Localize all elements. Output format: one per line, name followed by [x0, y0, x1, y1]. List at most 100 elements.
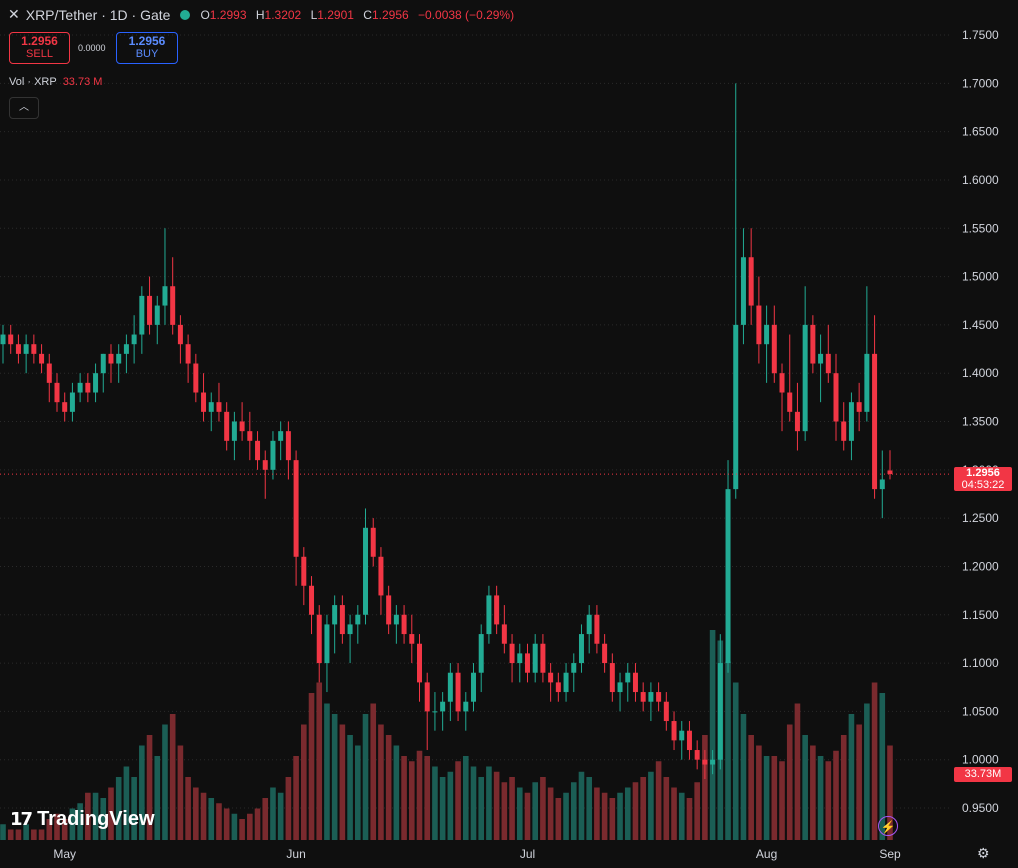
volume-bar [439, 777, 446, 840]
close-icon[interactable]: ✕ [8, 6, 20, 22]
candle-body [856, 402, 862, 412]
candle-body [231, 421, 237, 441]
candle-body [224, 411, 230, 441]
volume-bar [31, 829, 37, 840]
candle-body [517, 653, 523, 664]
volume-bar [840, 735, 847, 840]
volume-bar [879, 693, 886, 840]
last-price-label: 1.2956 04:53:22 [954, 467, 1012, 492]
volume-bar [825, 761, 832, 840]
price-tick-label: 1.2500 [962, 511, 999, 525]
candle-body [787, 392, 793, 412]
candle-body [679, 730, 685, 741]
time-axis[interactable]: May Jun Jul Aug Sep [53, 847, 901, 861]
volume-bar [162, 724, 168, 840]
volume-bar [671, 787, 677, 840]
candle-body [54, 382, 60, 403]
candle-body [447, 672, 453, 702]
volume-bar [516, 787, 523, 840]
volume-bar [154, 756, 161, 840]
volume-bar [540, 777, 546, 840]
candle-body [247, 431, 253, 441]
volume-bar [216, 803, 222, 840]
volume-bar [139, 745, 145, 840]
candle-body [671, 721, 677, 741]
candle-body [85, 382, 91, 393]
time-tick-label: Jun [286, 847, 305, 861]
volume-bar [77, 803, 83, 840]
candle-body [23, 344, 29, 354]
tradingview-logo[interactable]: 𝟭𝟳 TradingView [10, 808, 155, 830]
candle-body [31, 344, 37, 354]
volume-bar [401, 756, 407, 840]
market-status-icon [180, 9, 191, 20]
candle-body [625, 672, 631, 683]
volume-bar [393, 745, 400, 840]
volume-bar [131, 777, 137, 840]
volume-bar [285, 777, 292, 840]
candle-body [39, 353, 45, 364]
collapse-legend-button[interactable]: ︿ [9, 97, 39, 119]
candles [0, 83, 893, 780]
volume-bar [270, 787, 276, 840]
price-axis[interactable]: 1.7500 1.7000 1.6500 1.6000 1.5500 1.5000 1.45… [962, 28, 999, 815]
volume-bar [447, 771, 454, 840]
candle-body [872, 353, 878, 490]
candle-body [733, 324, 739, 490]
candle-body [185, 344, 191, 364]
candle-body [309, 585, 315, 615]
candle-body [509, 643, 515, 664]
candle-body [548, 672, 554, 683]
chart-header: ✕ XRP/Tether · 1D · Gate O1.2993 H1.3202… [8, 6, 520, 23]
volume-bar [756, 745, 762, 840]
settings-gear-icon[interactable]: ⚙ [977, 845, 990, 861]
volume-bar [293, 756, 299, 840]
candle-body [532, 643, 538, 673]
volume-bar [678, 792, 685, 840]
volume-bar [23, 824, 29, 840]
volume-bar [578, 771, 585, 840]
candle-body [278, 431, 284, 441]
volume-bar [740, 714, 747, 840]
volume-bar [594, 787, 600, 840]
price-tick-label: 1.1500 [962, 608, 999, 622]
volume-bar [277, 792, 284, 840]
candle-body [8, 334, 14, 345]
candle-body [77, 382, 83, 393]
candle-body [887, 470, 893, 475]
candle-body [401, 614, 407, 635]
candle-body [463, 701, 469, 712]
volume-bar [470, 766, 477, 840]
volume-bar [223, 808, 230, 840]
volume-bar [817, 756, 824, 840]
volume-bar [231, 813, 238, 840]
candle-body [686, 730, 692, 751]
volume-bar [208, 798, 215, 840]
volume-bar [247, 813, 253, 840]
candle-body [571, 663, 577, 673]
volume-bar [555, 798, 562, 840]
lightning-icon[interactable]: ⚡ [878, 816, 898, 836]
candle-body [108, 353, 114, 364]
volume-bar [702, 735, 708, 840]
candle-body [62, 402, 68, 412]
volume-bar [501, 782, 508, 840]
volume-bar [771, 756, 778, 840]
buy-button[interactable]: 1.2956 BUY [116, 32, 178, 64]
volume-bar [663, 777, 670, 840]
price-tick-label: 1.7500 [962, 28, 999, 42]
volume-bar [686, 798, 693, 840]
volume-bar [732, 682, 739, 840]
candle-body [301, 556, 307, 586]
symbol-title[interactable]: XRP/Tether · 1D · Gate [25, 6, 171, 23]
volume-bar [61, 819, 68, 840]
candle-body [154, 305, 160, 325]
candle-body [93, 373, 99, 393]
sell-button[interactable]: 1.2956 SELL [9, 32, 70, 64]
volume-bar [462, 756, 469, 840]
candle-body [285, 431, 291, 461]
candle-body [764, 324, 770, 345]
volume-bar [563, 792, 569, 840]
price-tick-label: 1.0500 [962, 704, 999, 718]
